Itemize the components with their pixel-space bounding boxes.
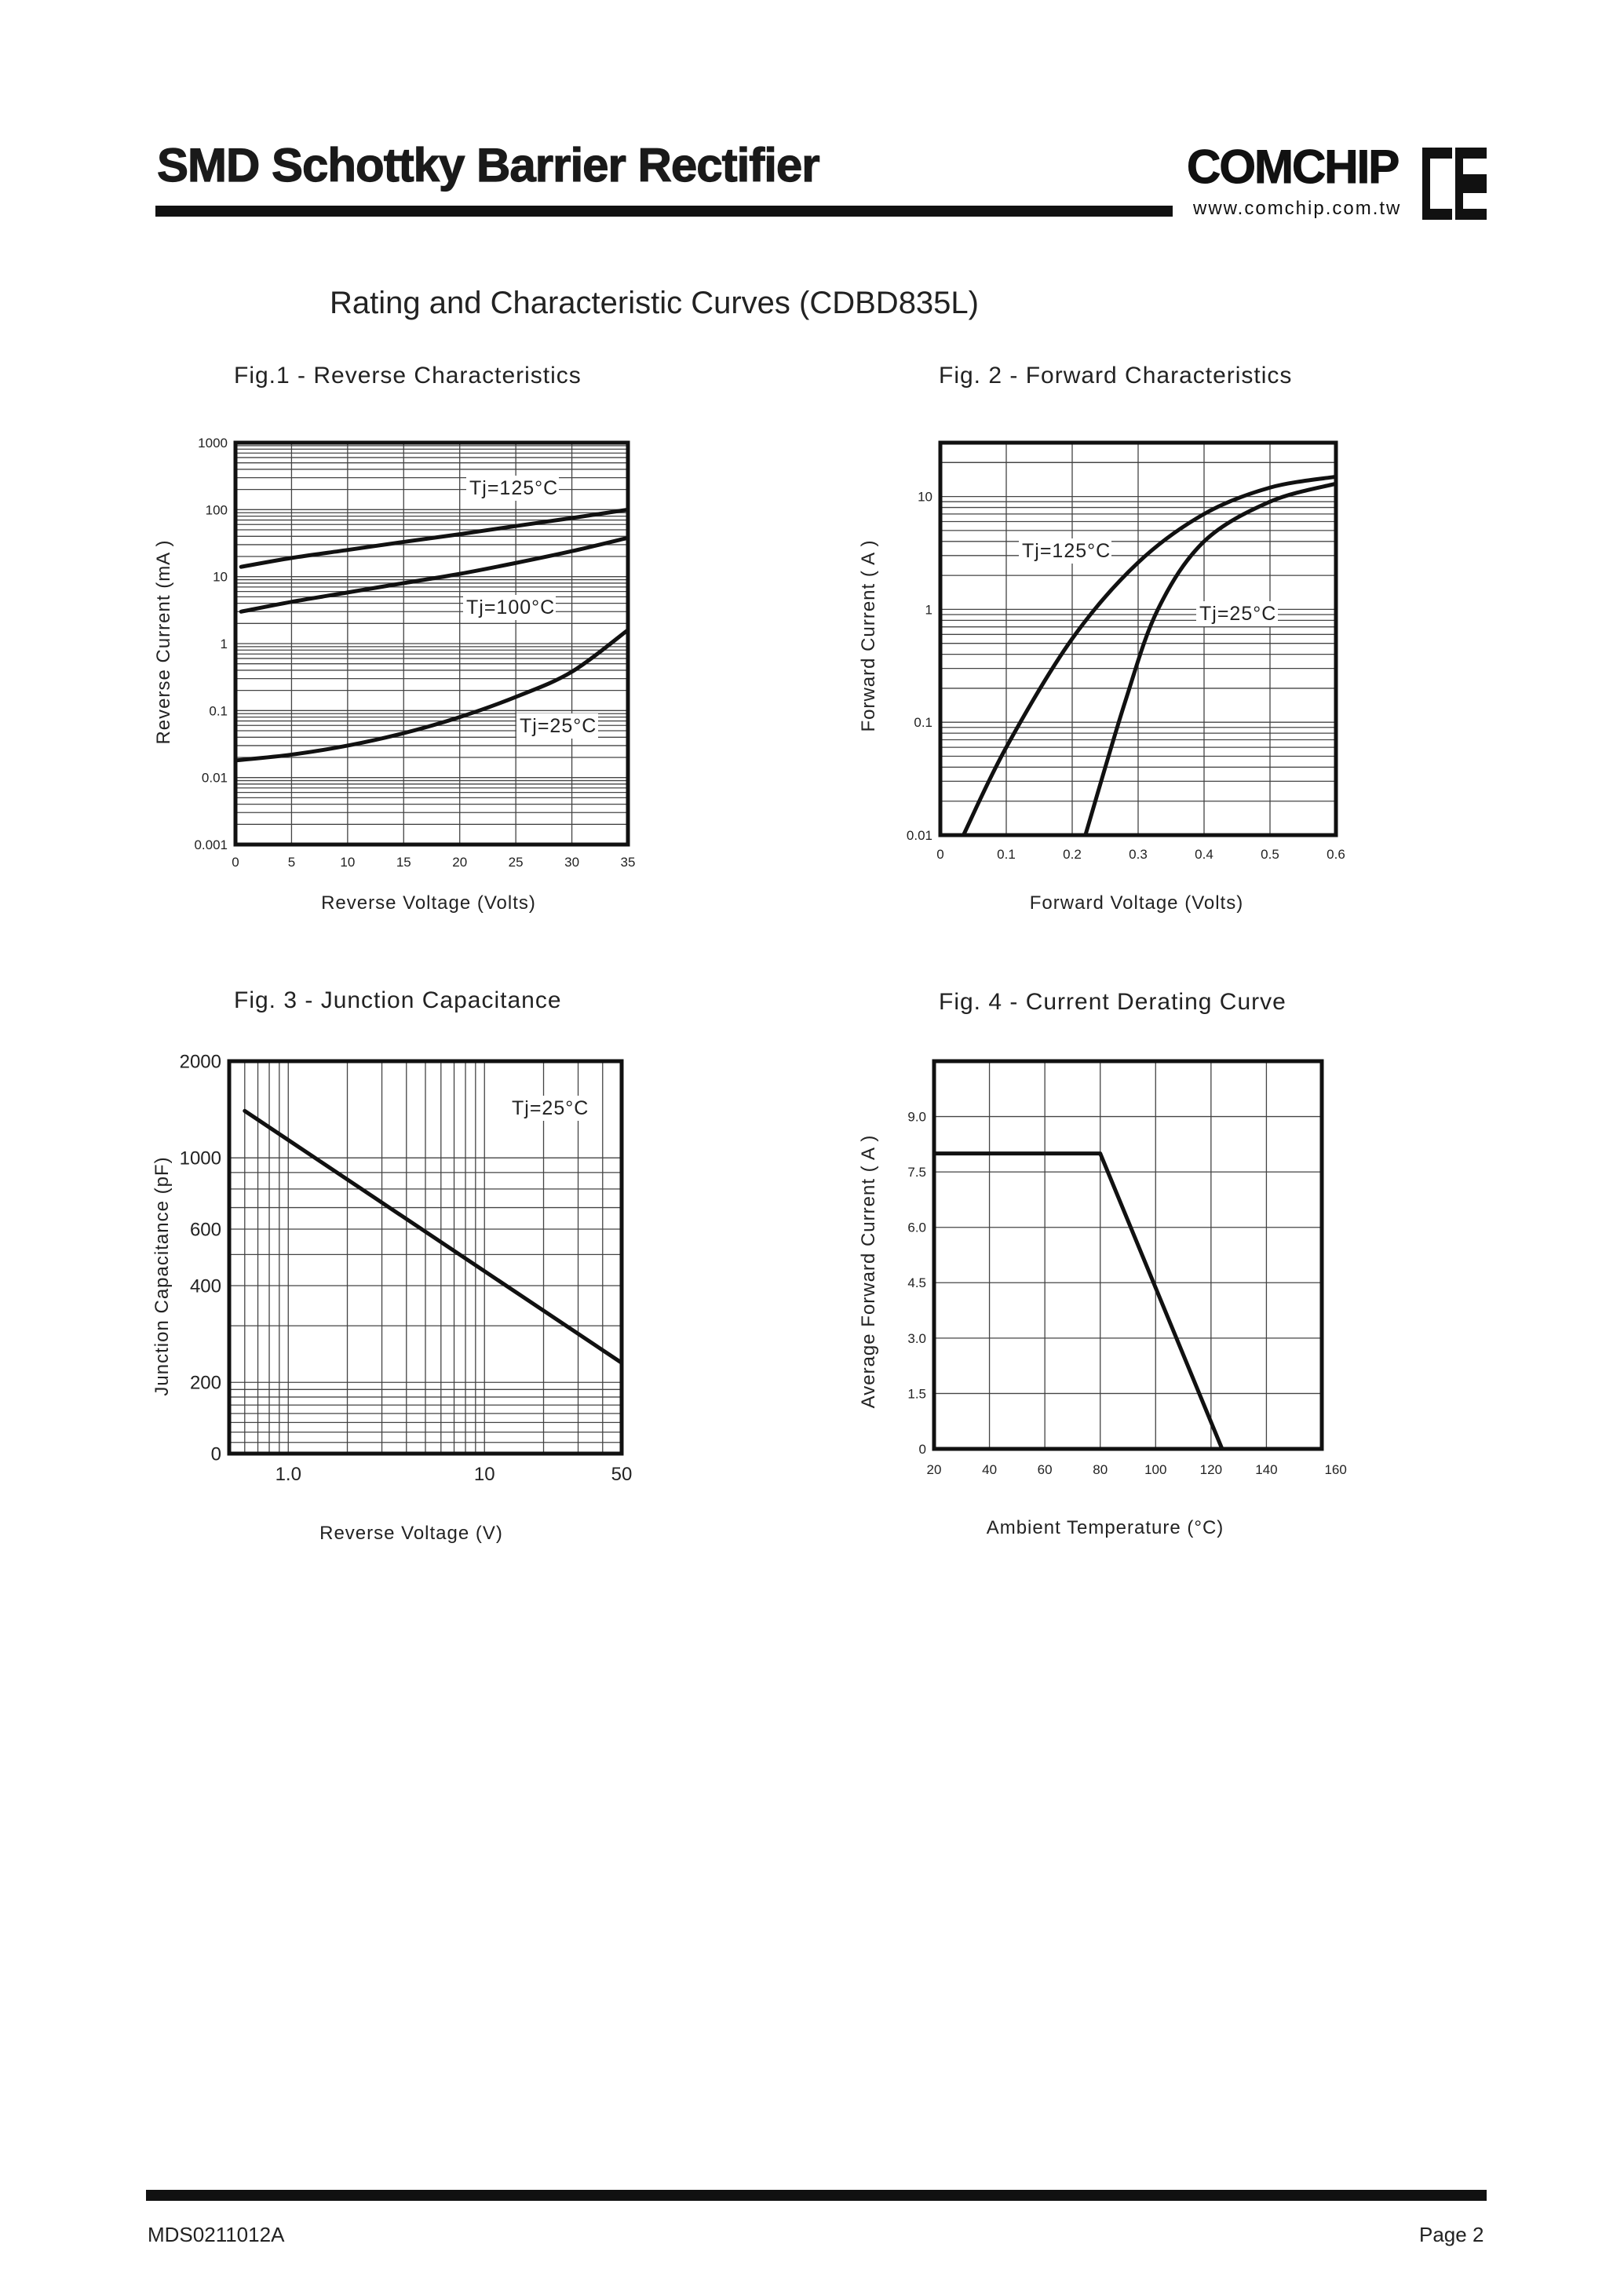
y-tick-label: 7.5 — [907, 1165, 926, 1180]
footer-rule — [146, 2190, 1487, 2201]
x-tick-label: 0.3 — [1129, 847, 1148, 862]
y-tick-label: 10 — [918, 490, 932, 505]
x-tick-label: 160 — [1324, 1462, 1346, 1477]
y-tick-label: 0 — [211, 1443, 221, 1465]
y-tick-label: 10 — [213, 570, 228, 585]
x-tick-label: 0 — [936, 847, 943, 862]
y-tick-label: 0.1 — [209, 703, 228, 718]
y-tick-label: 6.0 — [907, 1220, 926, 1235]
x-tick-label: 10 — [474, 1464, 495, 1485]
fig1-title: Fig.1 - Reverse Characteristics — [234, 363, 582, 389]
series-label-bg — [463, 595, 556, 620]
section-subtitle: Rating and Characteristic Curves (CDBD83… — [330, 286, 979, 320]
series-label: Tj=125°C — [469, 477, 558, 499]
x-tick-label: 100 — [1144, 1462, 1166, 1477]
series-label-bg — [466, 476, 559, 501]
series-label-bg — [516, 713, 598, 739]
y-tick-label: 1.5 — [907, 1386, 926, 1401]
x-tick-label: 20 — [927, 1462, 942, 1477]
series-line-1 — [961, 474, 1338, 837]
document-id: MDS0211012A — [148, 2223, 285, 2246]
x-tick-label: 40 — [982, 1462, 997, 1477]
y-tick-label: 600 — [190, 1219, 221, 1240]
x-tick-label: 50 — [611, 1464, 633, 1485]
x-tick-label: 15 — [396, 855, 411, 870]
fig1-y-axis-label: Reverse Current (mA ) — [153, 539, 174, 744]
y-tick-label: 0.001 — [194, 837, 228, 852]
series-line-1 — [932, 1151, 1224, 1451]
fig4-x-axis-label: Ambient Temperature (°C) — [987, 1517, 1224, 1538]
x-tick-label: 0 — [232, 855, 239, 870]
fig3-y-axis-label: Junction Capacitance (pF) — [151, 1156, 173, 1396]
x-tick-label: 140 — [1255, 1462, 1277, 1477]
series-line-2 — [1083, 481, 1338, 837]
y-tick-label: 0.1 — [914, 715, 932, 730]
page-number: Page 2 — [1419, 2223, 1484, 2246]
document-title: SMD Schottky Barrier Rectifier — [156, 138, 820, 192]
x-tick-label: 0.4 — [1195, 847, 1213, 862]
x-tick-label: 80 — [1093, 1462, 1108, 1477]
fig1-x-axis-label: Reverse Voltage (Volts) — [321, 892, 536, 914]
comchip-logo: COMCHIP www.comchip.com.tw — [1186, 140, 1501, 228]
y-tick-label: 2000 — [180, 1052, 221, 1072]
fig2-chart: 0 0.1 0.2 0.3 0.4 0.5 0.6 10 1 0.1 0.01 Tj=125°C Tj… — [858, 440, 1345, 914]
y-tick-label: 4.5 — [907, 1275, 926, 1290]
y-tick-label: 1000 — [198, 436, 228, 451]
x-tick-label: 60 — [1038, 1462, 1053, 1477]
fig2-y-axis-label: Forward Current ( A ) — [858, 539, 879, 732]
y-tick-label: 1 — [925, 602, 932, 617]
x-tick-label: 35 — [621, 855, 636, 870]
series-line-1 — [243, 1108, 624, 1365]
y-tick-label: 0.01 — [202, 771, 228, 786]
series-label: Tj=100°C — [466, 597, 555, 618]
x-tick-label: 0.5 — [1261, 847, 1279, 862]
series-line-3 — [233, 628, 630, 763]
x-tick-label: 10 — [340, 855, 355, 870]
logo-url: www.comchip.com.tw — [1193, 198, 1402, 219]
x-tick-label: 0.2 — [1063, 847, 1082, 862]
x-tick-label: 5 — [288, 855, 295, 870]
series-line-2 — [239, 535, 630, 614]
series-label: Tj=25°C — [1199, 603, 1276, 625]
y-tick-label: 1 — [221, 637, 228, 651]
y-tick-label: 3.0 — [907, 1331, 926, 1346]
fig3-x-axis-label: Reverse Voltage (V) — [319, 1523, 503, 1544]
x-tick-label: 0.6 — [1327, 847, 1345, 862]
series-label: Tj=25°C — [512, 1097, 589, 1119]
y-tick-label: 1000 — [180, 1148, 221, 1169]
fig3-title: Fig. 3 - Junction Capacitance — [234, 987, 562, 1013]
y-tick-label: 200 — [190, 1373, 221, 1394]
series-label: Tj=125°C — [1022, 540, 1111, 562]
series-label-bg — [1019, 538, 1111, 564]
fig4-title: Fig. 4 - Current Derating Curve — [939, 989, 1286, 1015]
x-tick-label: 20 — [452, 855, 467, 870]
fig4-chart: 20 40 60 80 100 120 140 1609.07.56.04.53.01.50 … — [858, 1059, 1347, 1538]
fig4-y-axis-label: Average Forward Current ( A ) — [858, 1135, 879, 1409]
y-tick-label: 9.0 — [907, 1110, 926, 1125]
fig1-chart: 0 5 10 15 20 25 30 35 1000 100 10 1 0.1 0.01 0.001 Tj=… — [153, 436, 636, 914]
series-label: Tj=25°C — [520, 715, 597, 737]
header-rule — [155, 206, 1173, 217]
fig2-title: Fig. 2 - Forward Characteristics — [939, 363, 1293, 389]
series-label-bg — [509, 1096, 590, 1121]
y-tick-label: 100 — [206, 502, 228, 517]
logo-text: COMCHIP — [1186, 140, 1400, 194]
x-tick-label: 120 — [1200, 1462, 1222, 1477]
y-tick-label: 0.01 — [907, 828, 932, 843]
fig2-x-axis-label: Forward Voltage (Volts) — [1030, 892, 1243, 914]
series-line-1 — [239, 507, 630, 569]
series-label-bg — [1196, 601, 1278, 626]
x-tick-label: 25 — [509, 855, 524, 870]
x-tick-label: 1.0 — [276, 1464, 301, 1485]
y-tick-label: 0 — [919, 1442, 926, 1457]
x-tick-label: 30 — [564, 855, 579, 870]
x-tick-label: 0.1 — [997, 847, 1016, 862]
comchip-ce-logo-icon — [1422, 148, 1487, 220]
y-tick-label: 400 — [190, 1275, 221, 1297]
